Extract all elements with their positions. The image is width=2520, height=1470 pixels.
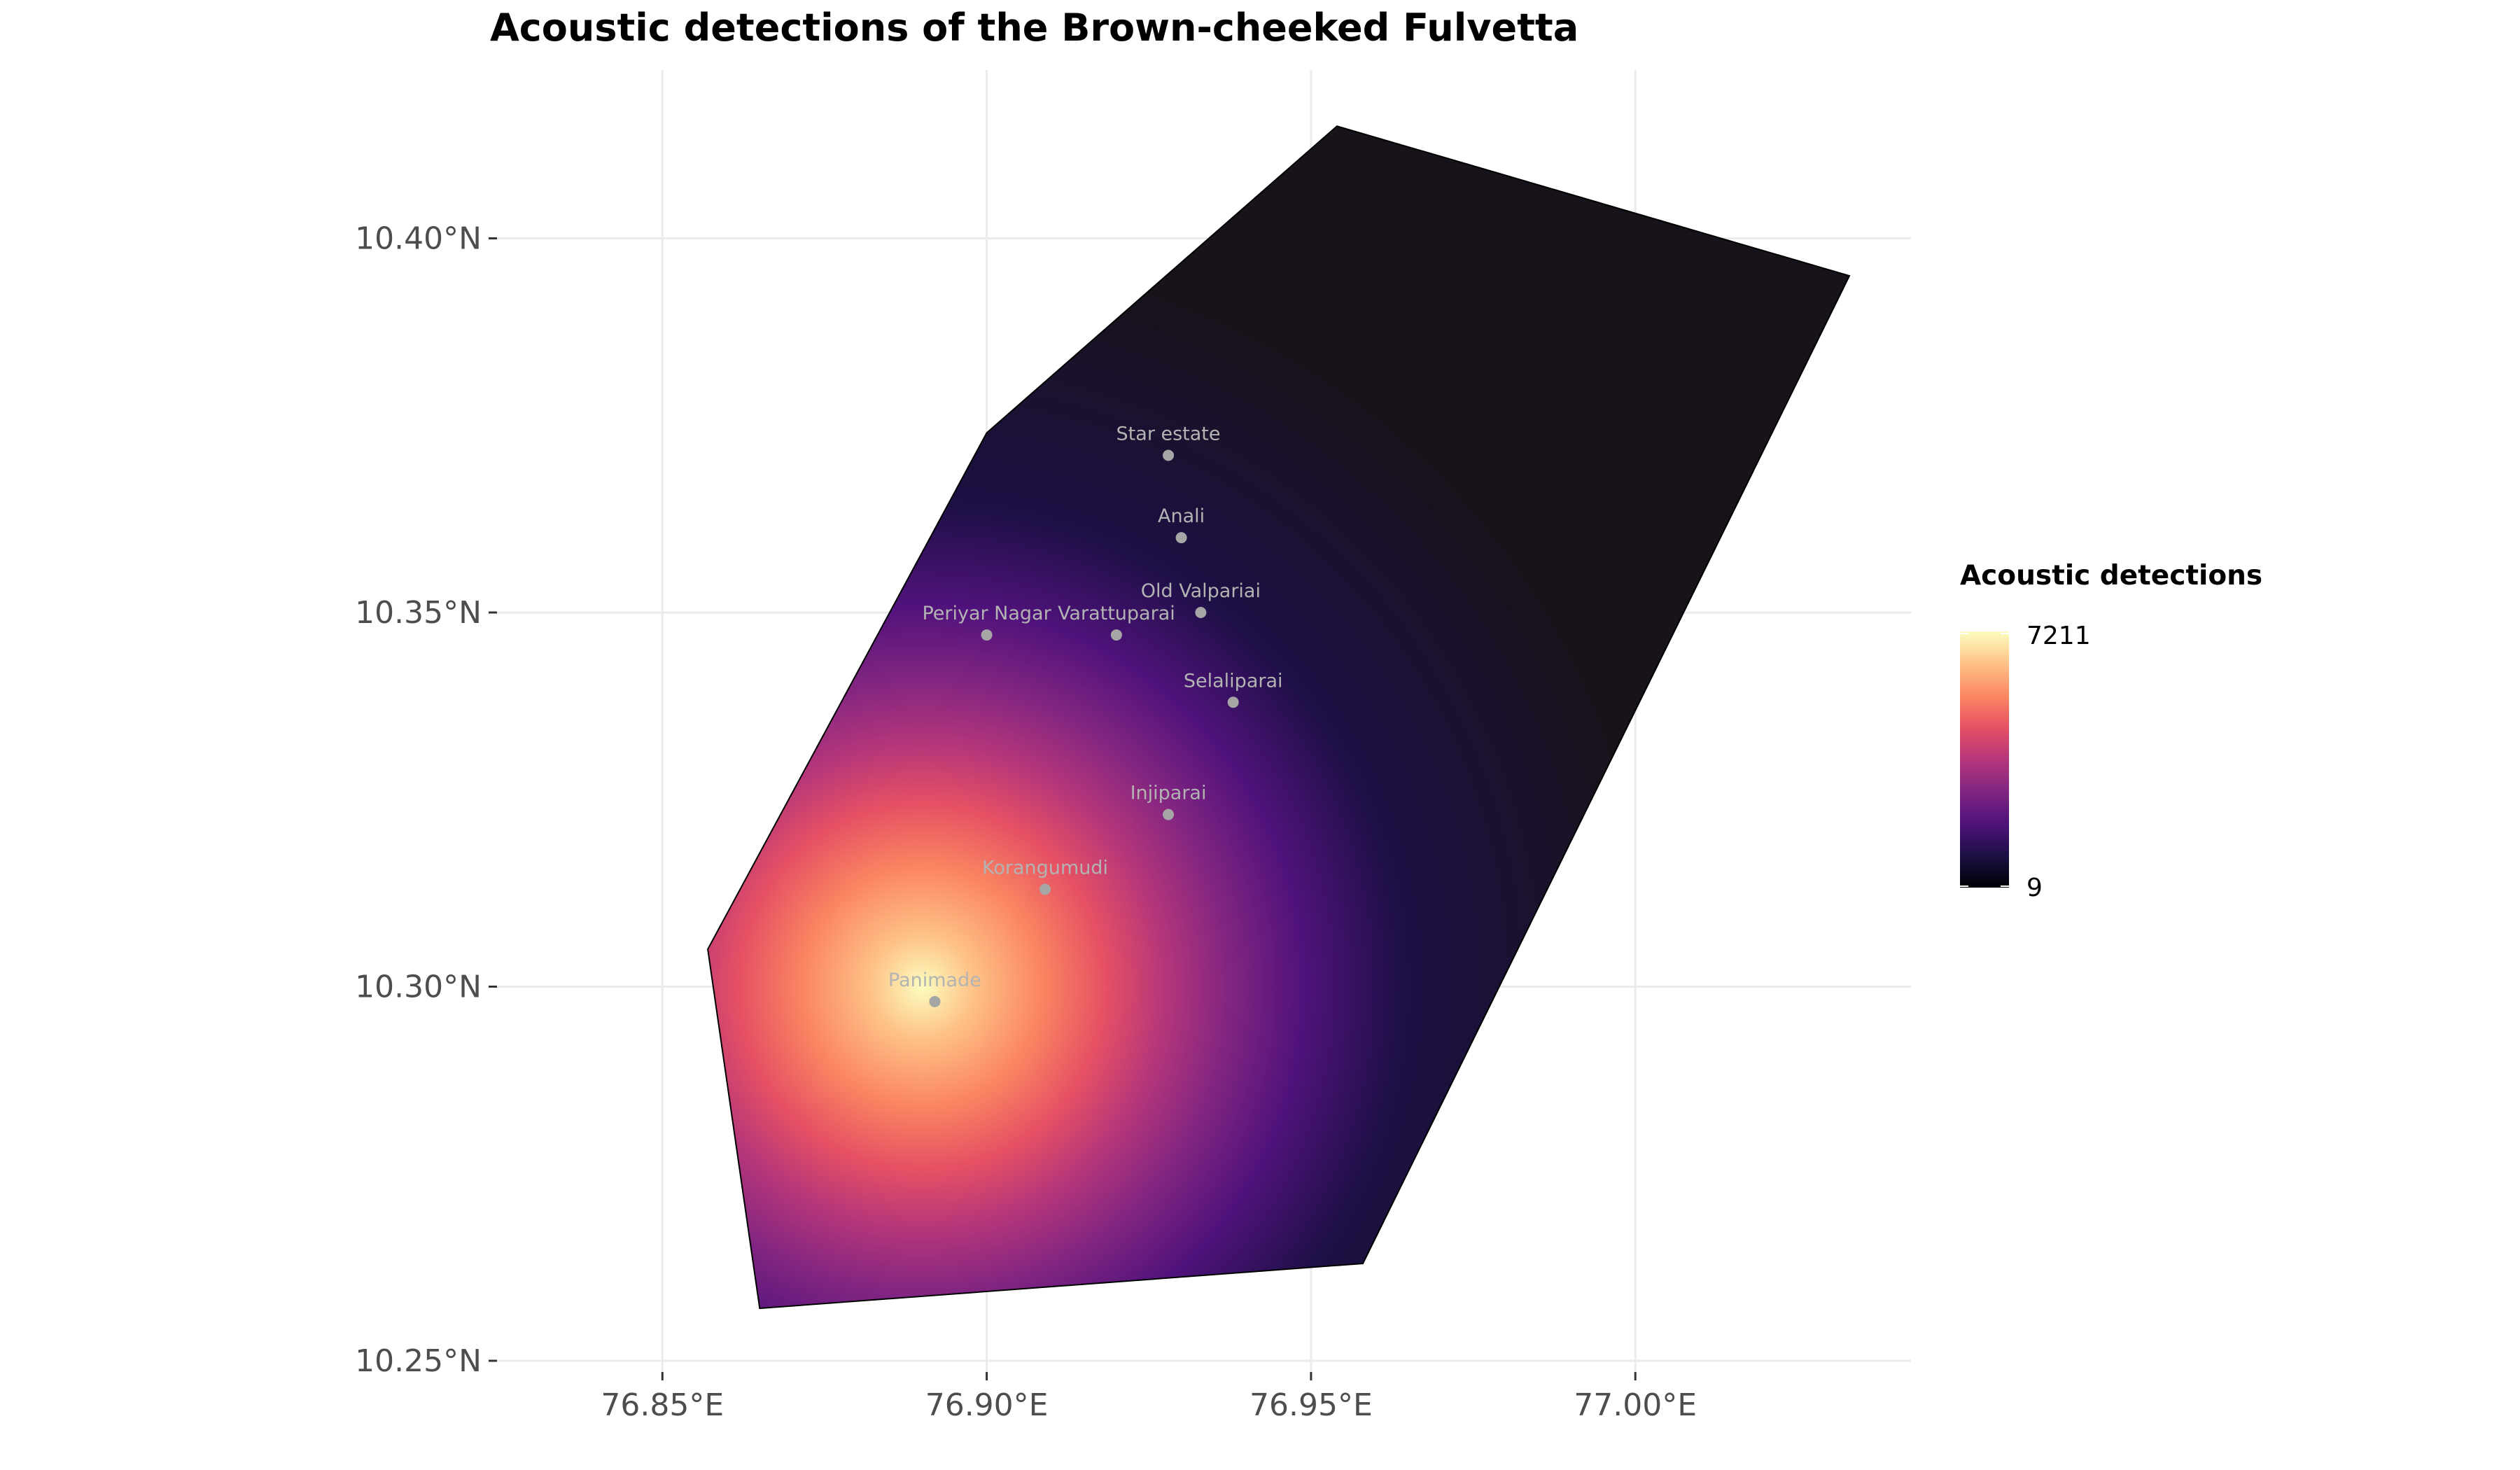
detection-surface	[708, 126, 1849, 1309]
site-label: Injiparai	[1130, 783, 1207, 804]
site-point	[1163, 808, 1175, 820]
site-point	[1110, 629, 1122, 641]
site-marker: Periyar Nagar	[922, 603, 1052, 641]
x-axis-tick-label: 76.90°E	[925, 1387, 1049, 1423]
site-label: Old Valpariai	[1141, 580, 1261, 602]
site-marker: Anali	[1158, 505, 1205, 544]
site-label: Panimade	[888, 969, 981, 991]
site-marker: Panimade	[888, 969, 981, 1007]
x-axis-tick-label: 76.95°E	[1250, 1387, 1373, 1423]
map-title: Acoustic detections of the Brown-cheeked…	[490, 6, 1578, 50]
site-marker: Selaliparai	[1184, 670, 1283, 708]
axes: 76.85°E 76.90°E 76.95°E 77.00°E 10.40°N 10.35…	[355, 221, 1697, 1423]
site-marker: Old Valpariai	[1141, 580, 1261, 618]
study-area-boundary	[707, 125, 1851, 1310]
y-axis-tick-label: 10.30°N	[355, 969, 482, 1004]
x-axis-tick-label: 76.85°E	[601, 1387, 724, 1423]
site-point	[981, 629, 993, 641]
site-markers: Star estate Anali Old ValpariaiVarattupara…	[888, 424, 1283, 1007]
site-label: Periyar Nagar	[922, 603, 1051, 624]
site-marker: Varattuparai	[1058, 603, 1175, 641]
y-axis-tick-label: 10.25°N	[355, 1343, 482, 1379]
site-point	[1175, 532, 1187, 544]
legend-colorbar	[1960, 631, 2009, 888]
legend-title: Acoustic detections	[1960, 560, 2262, 592]
legend: Acoustic detections 7211 9	[1960, 560, 2262, 902]
site-point	[1227, 696, 1239, 708]
site-label: Star estate	[1116, 424, 1221, 445]
site-point	[1039, 883, 1051, 895]
site-point	[929, 995, 941, 1007]
site-marker: Korangumudi	[982, 858, 1108, 895]
legend-min-label: 9	[2026, 874, 2043, 902]
site-label: Korangumudi	[982, 858, 1108, 879]
y-axis-tick-label: 10.35°N	[355, 595, 482, 631]
site-label: Varattuparai	[1058, 603, 1175, 624]
site-marker: Star estate	[1116, 424, 1221, 461]
site-label: Selaliparai	[1184, 670, 1283, 692]
map-panel	[707, 125, 1851, 1310]
legend-max-label: 7211	[2026, 622, 2091, 650]
site-marker: Injiparai	[1130, 783, 1207, 820]
site-label: Anali	[1158, 505, 1205, 527]
x-axis-tick-label: 77.00°E	[1574, 1387, 1697, 1423]
site-point	[1163, 449, 1175, 461]
site-point	[1195, 607, 1207, 618]
y-axis-tick-label: 10.40°N	[355, 221, 482, 257]
